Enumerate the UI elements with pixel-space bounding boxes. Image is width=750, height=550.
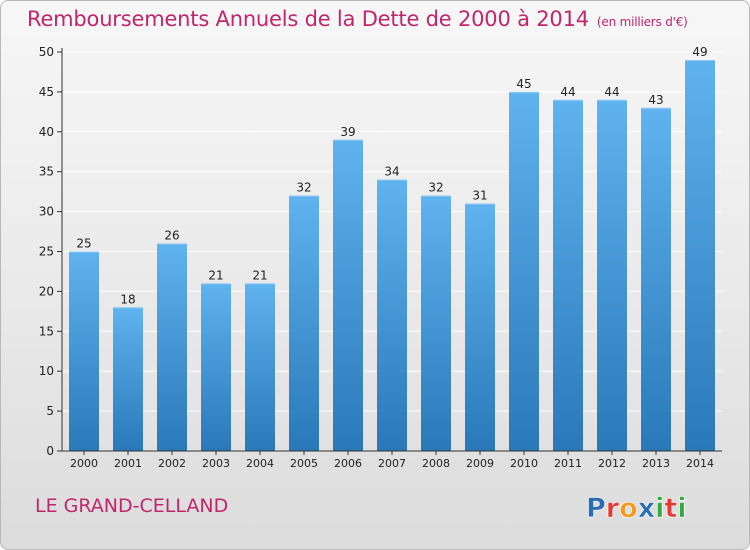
proxiti-logo: Proxiti — [586, 493, 687, 525]
data-label: 32 — [296, 181, 311, 195]
chart-title-text: Remboursements Annuels de la Dette de 20… — [27, 7, 589, 31]
logo-letter: r — [606, 493, 620, 524]
chart-title: Remboursements Annuels de la Dette de 20… — [27, 7, 688, 31]
y-tick-label: 5 — [46, 404, 54, 418]
bar — [113, 307, 143, 451]
y-tick-label: 50 — [39, 45, 54, 59]
x-tick-label: 2014 — [686, 457, 714, 470]
place-name: LE GRAND-CELLAND — [35, 495, 229, 517]
y-tick-label: 45 — [39, 85, 54, 99]
data-label: 39 — [340, 125, 355, 139]
bar — [509, 91, 539, 452]
x-tick-label: 2002 — [158, 457, 186, 470]
data-label: 21 — [208, 268, 223, 282]
y-tick-label: 25 — [39, 245, 54, 259]
x-tick-label: 2003 — [202, 457, 230, 470]
logo-letter: i — [677, 493, 686, 524]
y-tick-label: 0 — [46, 444, 54, 458]
data-label: 26 — [164, 229, 179, 243]
data-label: 18 — [120, 292, 135, 306]
logo-text: Proxiti — [586, 493, 687, 524]
data-label: 31 — [472, 189, 487, 203]
data-label: 44 — [560, 85, 575, 99]
x-tick-label: 2013 — [642, 457, 670, 470]
bar — [377, 179, 407, 451]
x-tick-label: 2004 — [246, 457, 274, 470]
logo-letter: x — [638, 493, 655, 524]
x-tick-label: 2000 — [70, 457, 98, 470]
bar — [245, 283, 275, 451]
x-tick-label: 2012 — [598, 457, 626, 470]
bar — [157, 243, 187, 451]
data-label: 25 — [76, 237, 91, 251]
x-tick-label: 2001 — [114, 457, 142, 470]
bar — [289, 195, 319, 451]
y-tick-label: 20 — [39, 284, 54, 298]
bar — [333, 139, 363, 451]
x-tick-label: 2005 — [290, 457, 318, 470]
bar — [465, 203, 495, 451]
bar — [69, 251, 99, 451]
logo-letter: o — [619, 493, 638, 524]
bar — [201, 283, 231, 451]
bar — [553, 99, 583, 451]
data-label: 34 — [384, 165, 399, 179]
data-label: 45 — [516, 77, 531, 91]
bar — [421, 195, 451, 451]
x-tick-label: 2011 — [554, 457, 582, 470]
logo-letter: i — [655, 493, 664, 524]
chart-subtitle: (en milliers d'€) — [596, 15, 688, 29]
x-tick-label: 2009 — [466, 457, 494, 470]
y-tick-label: 10 — [39, 364, 54, 378]
y-tick-label: 40 — [39, 125, 54, 139]
data-label: 44 — [604, 85, 619, 99]
x-tick-label: 2006 — [334, 457, 362, 470]
x-tick-label: 2008 — [422, 457, 450, 470]
y-tick-label: 30 — [39, 205, 54, 219]
bar — [597, 99, 627, 451]
data-label: 49 — [692, 45, 707, 59]
bar — [685, 59, 715, 451]
data-label: 32 — [428, 181, 443, 195]
data-label: 43 — [648, 93, 663, 107]
bar — [641, 107, 671, 452]
y-tick-label: 15 — [39, 324, 54, 338]
x-tick-label: 2010 — [510, 457, 538, 470]
logo-letter: P — [586, 493, 606, 524]
y-tick-label: 35 — [39, 165, 54, 179]
x-tick-label: 2007 — [378, 457, 406, 470]
data-label: 21 — [252, 268, 267, 282]
logo-letter: t — [664, 493, 677, 524]
